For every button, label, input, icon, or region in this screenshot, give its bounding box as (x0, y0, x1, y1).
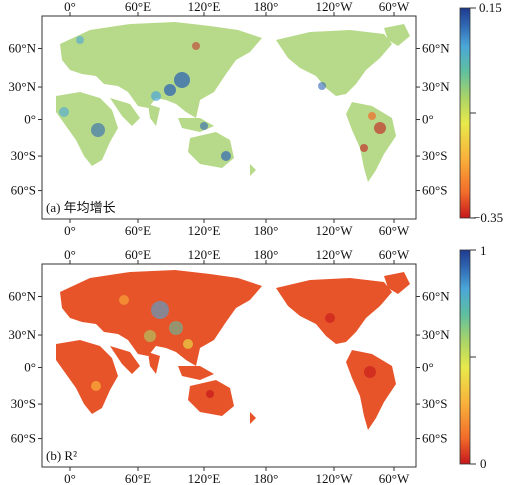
lat-tick-label: 0° (422, 360, 434, 375)
lat-tick-label: 60°S (422, 183, 447, 198)
colorbar-a: 0.15 −0.35 (459, 0, 503, 225)
land-a (56, 22, 410, 182)
lon-tick-label: 60°W (379, 0, 410, 14)
lon-tick-label: 120°E (188, 0, 221, 14)
panel-label-a: (a) 年均增长 (46, 200, 116, 215)
lon-tick-label: 120°E (188, 223, 221, 238)
lat-tick-label: 60°S (422, 431, 447, 446)
panel-a: (a) 年均增长 (41, 15, 417, 220)
lon-tick-label: 60°E (125, 0, 151, 14)
lat-tick-label: 30°N (8, 327, 36, 342)
lat-tick-label: 60°N (422, 40, 450, 55)
lat-tick-label: 30°S (422, 396, 447, 411)
colorbar-b: 1 0 (459, 243, 487, 471)
lat-tick-label: 0° (24, 360, 36, 375)
lon-tick-label: 120°W (316, 471, 354, 485)
lat-tick-label: 0° (422, 112, 434, 127)
lat-tick-label: 30°N (8, 79, 36, 94)
lat-tick-label: 60°S (11, 183, 36, 198)
colorbar-b-max: 1 (480, 243, 487, 258)
lon-tick-label: 120°W (316, 223, 354, 238)
lon-tick-label: 120°E (188, 471, 221, 485)
panel-label-b: (b) R² (46, 448, 77, 463)
lat-tick-label: 30°S (422, 148, 447, 163)
colorbar-a-min: −0.35 (473, 210, 503, 225)
lon-tick-label: 180° (254, 471, 279, 485)
lon-tick-label: 60°E (125, 223, 151, 238)
lon-tick-label: 120°E (188, 247, 221, 262)
lon-tick-label: 120°W (316, 0, 354, 14)
lon-tick-label: 60°E (125, 247, 151, 262)
lon-tick-label: 0° (64, 247, 76, 262)
lon-tick-label: 0° (64, 471, 76, 485)
lat-tick-label: 60°S (11, 431, 36, 446)
lon-tick-label: 180° (254, 247, 279, 262)
hotspots-a (59, 36, 386, 161)
lon-tick-label: 0° (64, 223, 76, 238)
lon-tick-label: 60°W (379, 471, 410, 485)
lon-tick-label: 180° (254, 223, 279, 238)
lon-tick-label: 60°W (379, 223, 410, 238)
lat-tick-label: 0° (24, 112, 36, 127)
lat-tick-label: 30°S (11, 148, 36, 163)
panel-b: (b) R² (41, 263, 417, 468)
colorbar-a-max: 0.15 (479, 0, 502, 15)
hotspots-b (91, 295, 376, 398)
lat-tick-label: 60°N (422, 288, 450, 303)
lon-tick-label: 60°E (125, 471, 151, 485)
lat-tick-label: 60°N (8, 40, 36, 55)
lon-tick-label: 180° (254, 0, 279, 14)
lon-tick-label: 60°W (379, 247, 410, 262)
lat-tick-label: 30°S (11, 396, 36, 411)
lon-tick-label: 120°W (316, 247, 354, 262)
lat-tick-label: 30°N (422, 327, 450, 342)
lat-tick-label: 30°N (422, 79, 450, 94)
lat-tick-label: 60°N (8, 288, 36, 303)
colorbar-b-min: 0 (480, 456, 487, 471)
lon-tick-label: 0° (64, 0, 76, 14)
